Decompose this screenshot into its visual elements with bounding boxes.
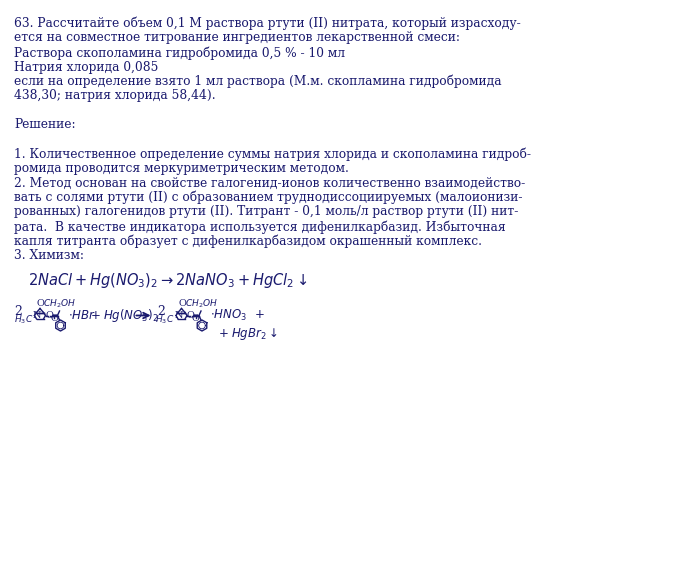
Text: $CH_2OH$: $CH_2OH$: [43, 297, 76, 309]
Text: $\cdot HBr$: $\cdot HBr$: [69, 309, 97, 322]
Text: 63. Рассчитайте объем 0,1 М раствора ртути (II) нитрата, который израсходу-: 63. Рассчитайте объем 0,1 М раствора рту…: [14, 17, 521, 30]
Text: $CH_2OH$: $CH_2OH$: [185, 297, 218, 309]
Text: ромида проводится меркуриметрическим методом.: ромида проводится меркуриметрическим мет…: [14, 162, 349, 175]
Text: 2: 2: [157, 305, 166, 318]
Text: O: O: [187, 311, 194, 320]
Text: 1. Количественное определение суммы натрия хлорида и скополамина гидроб-: 1. Количественное определение суммы натр…: [14, 148, 531, 161]
Text: 2: 2: [14, 305, 22, 318]
Text: $H_3C$: $H_3C$: [155, 314, 174, 326]
Text: $+ \;Hg(NO_3)_2$: $+ \;Hg(NO_3)_2$: [91, 307, 159, 324]
Text: $+\; HgBr_2 \downarrow$: $+\; HgBr_2 \downarrow$: [218, 325, 278, 341]
Text: N: N: [174, 312, 183, 320]
Text: Натрия хлорида 0,085: Натрия хлорида 0,085: [14, 61, 159, 73]
Text: капля титранта образует с дифенилкарбазидом окрашенный комплекс.: капля титранта образует с дифенилкарбази…: [14, 235, 482, 248]
Text: 2. Метод основан на свойстве галогенид-ионов количественно взаимодейство-: 2. Метод основан на свойстве галогенид-и…: [14, 177, 526, 189]
Text: O: O: [36, 299, 45, 308]
Text: O: O: [192, 314, 199, 323]
Text: O: O: [45, 311, 53, 320]
Text: Решение:: Решение:: [14, 118, 76, 132]
Text: рованных) галогенидов ртути (II). Титрант - 0,1 моль/л раствор ртути (II) нит-: рованных) галогенидов ртути (II). Титран…: [14, 205, 519, 219]
Text: O: O: [178, 299, 186, 308]
Text: 3. Химизм:: 3. Химизм:: [14, 249, 84, 262]
Text: Раствора скополамина гидробромида 0,5 % - 10 мл: Раствора скополамина гидробромида 0,5 % …: [14, 46, 345, 59]
Text: вать с солями ртути (II) с образованием труднодиссоциируемых (малоионизи-: вать с солями ртути (II) с образованием …: [14, 191, 523, 205]
Text: 438,30; натрия хлорида 58,44).: 438,30; натрия хлорида 58,44).: [14, 89, 216, 102]
Text: $2NaCl + Hg(NO_3)_2 \rightarrow 2NaNO_3 + HgCl_2\downarrow$: $2NaCl + Hg(NO_3)_2 \rightarrow 2NaNO_3 …: [28, 272, 308, 291]
Text: $\cdot HNO_3 \;\;+$: $\cdot HNO_3 \;\;+$: [210, 308, 265, 323]
Text: N: N: [33, 312, 41, 320]
Text: O: O: [50, 314, 58, 323]
Text: $H_3C$: $H_3C$: [14, 314, 33, 326]
Text: рата.  В качестве индикатора используется дифенилкарбазид. Избыточная: рата. В качестве индикатора используется…: [14, 220, 506, 233]
Text: если на определение взято 1 мл раствора (М.м. скопламина гидробромида: если на определение взято 1 мл раствора …: [14, 75, 502, 89]
Text: ется на совместное титрование ингредиентов лекарственной смеси:: ется на совместное титрование ингредиент…: [14, 31, 460, 45]
